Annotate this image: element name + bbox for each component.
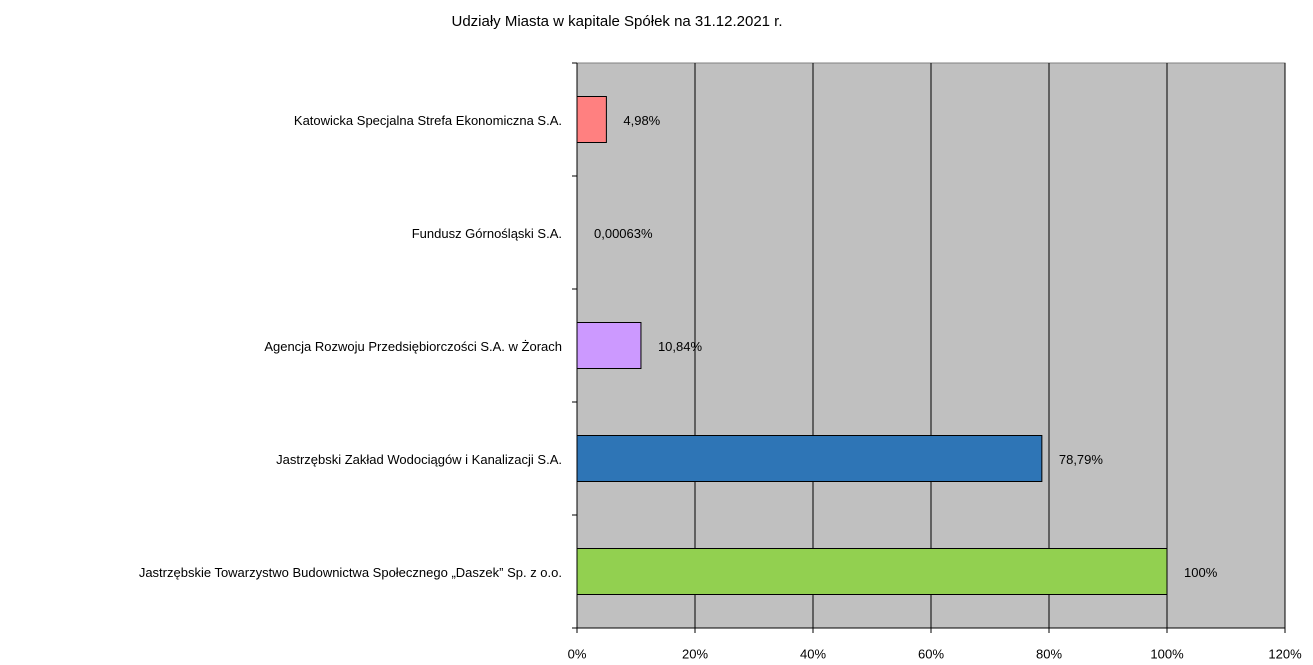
y-tick-label: Jastrzębskie Towarzystwo Budownictwa Spo… [139, 565, 562, 580]
x-tick-label: 80% [1036, 646, 1062, 661]
bar [576, 322, 642, 369]
x-tick-label: 0% [568, 646, 587, 661]
bar [576, 548, 1168, 595]
x-tick-label: 60% [918, 646, 944, 661]
bar [576, 96, 607, 143]
value-label: 10,84% [658, 339, 703, 354]
value-label: 100% [1184, 565, 1218, 580]
y-tick-label: Fundusz Górnośląski S.A. [412, 226, 562, 241]
x-tick-label: 20% [682, 646, 708, 661]
bar [576, 435, 1043, 482]
value-label: 4,98% [623, 113, 660, 128]
y-tick-label: Katowicka Specjalna Strefa Ekonomiczna S… [294, 113, 562, 128]
value-label: 78,79% [1059, 452, 1104, 467]
chart-title: Udziały Miasta w kapitale Spółek na 31.1… [451, 13, 782, 30]
x-tick-label: 40% [800, 646, 826, 661]
x-tick-label: 100% [1150, 646, 1184, 661]
y-tick-label: Jastrzębski Zakład Wodociągów i Kanaliza… [276, 452, 562, 467]
y-tick-label: Agencja Rozwoju Przedsiębiorczości S.A. … [264, 339, 562, 354]
x-tick-label: 120% [1268, 646, 1302, 661]
value-label: 0,00063% [594, 226, 653, 241]
